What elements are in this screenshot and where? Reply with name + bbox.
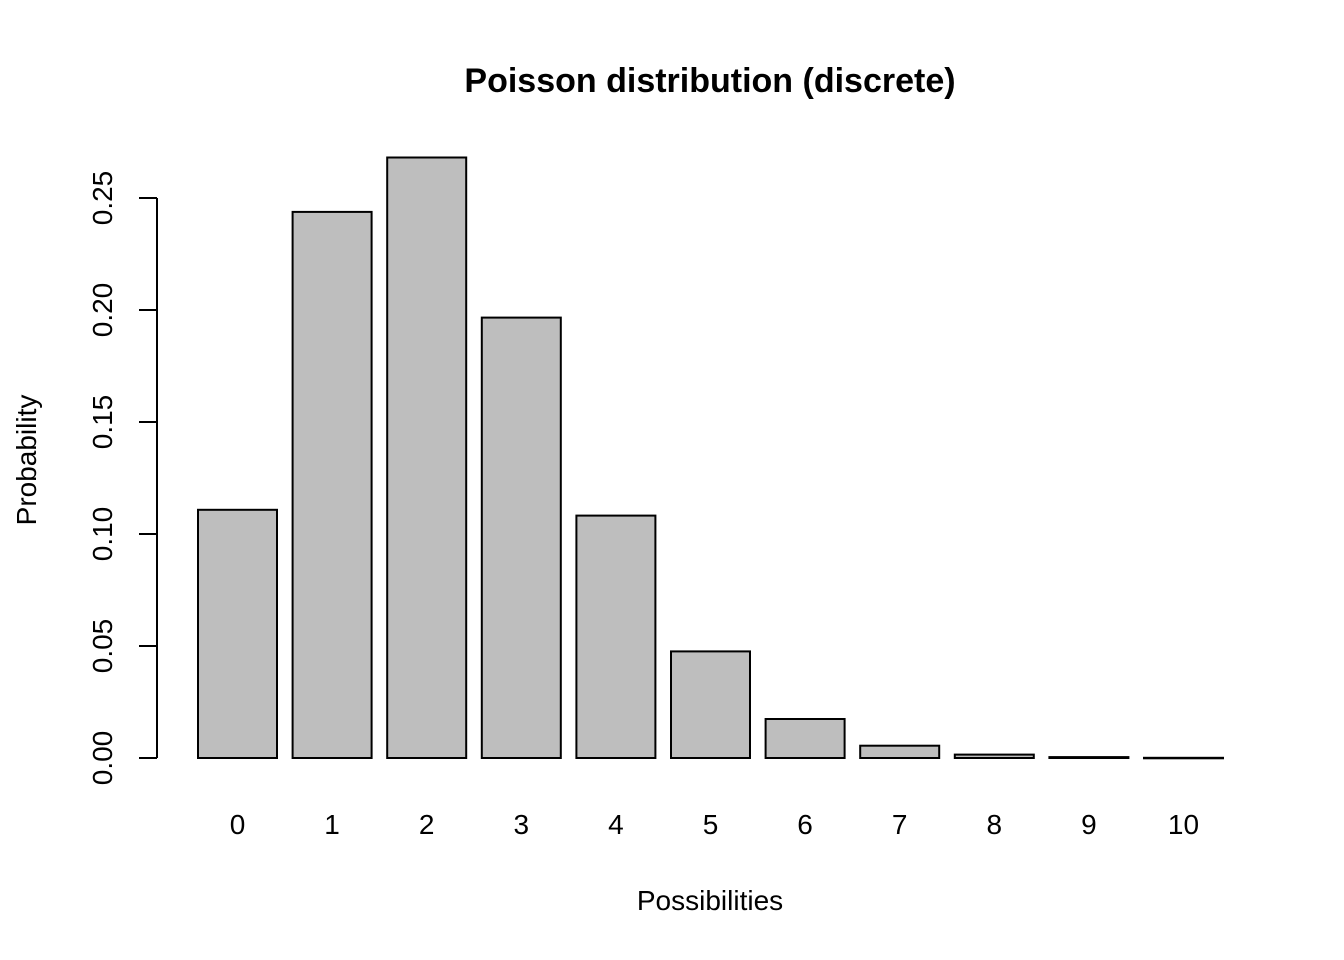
bar-5 — [670, 650, 751, 760]
bar-2 — [386, 156, 468, 759]
y-tick-label: 0.00 — [87, 731, 118, 786]
bar-10 — [1143, 756, 1224, 760]
x-tick-label: 1 — [324, 809, 340, 840]
bar-8 — [953, 753, 1035, 759]
x-tick-label: 2 — [419, 809, 435, 840]
x-tick-label: 7 — [892, 809, 908, 840]
y-tick-label: 0.10 — [87, 507, 118, 562]
x-tick-label: 5 — [703, 809, 719, 840]
x-tick-label: 9 — [1081, 809, 1097, 840]
bars-group — [197, 156, 1224, 760]
y-tick-label: 0.05 — [87, 619, 118, 674]
x-axis-label: Possibilities — [637, 885, 783, 916]
y-tick-label: 0.20 — [87, 283, 118, 338]
bar-9 — [1048, 756, 1130, 759]
x-tick-label: 4 — [608, 809, 624, 840]
x-tick-label: 10 — [1168, 809, 1199, 840]
y-axis: 0.00 0.05 0.10 0.15 0.20 0.25 — [87, 171, 158, 786]
bar-1 — [291, 210, 373, 759]
bar-3 — [480, 316, 562, 759]
x-tick-label: 3 — [514, 809, 530, 840]
y-tick-label: 0.25 — [87, 171, 118, 226]
x-tick-labels: 0 1 2 3 4 5 6 7 8 9 10 — [230, 809, 1199, 840]
bar-6 — [764, 718, 846, 759]
x-tick-label: 8 — [987, 809, 1003, 840]
x-tick-label: 6 — [797, 809, 813, 840]
y-axis-label: Probability — [11, 395, 42, 526]
bar-0 — [197, 508, 278, 759]
bar-7 — [859, 744, 941, 760]
chart-title: Poisson distribution (discrete) — [464, 62, 955, 100]
x-tick-label: 0 — [230, 809, 246, 840]
y-tick-label: 0.15 — [87, 395, 118, 450]
bar-4 — [575, 514, 657, 759]
